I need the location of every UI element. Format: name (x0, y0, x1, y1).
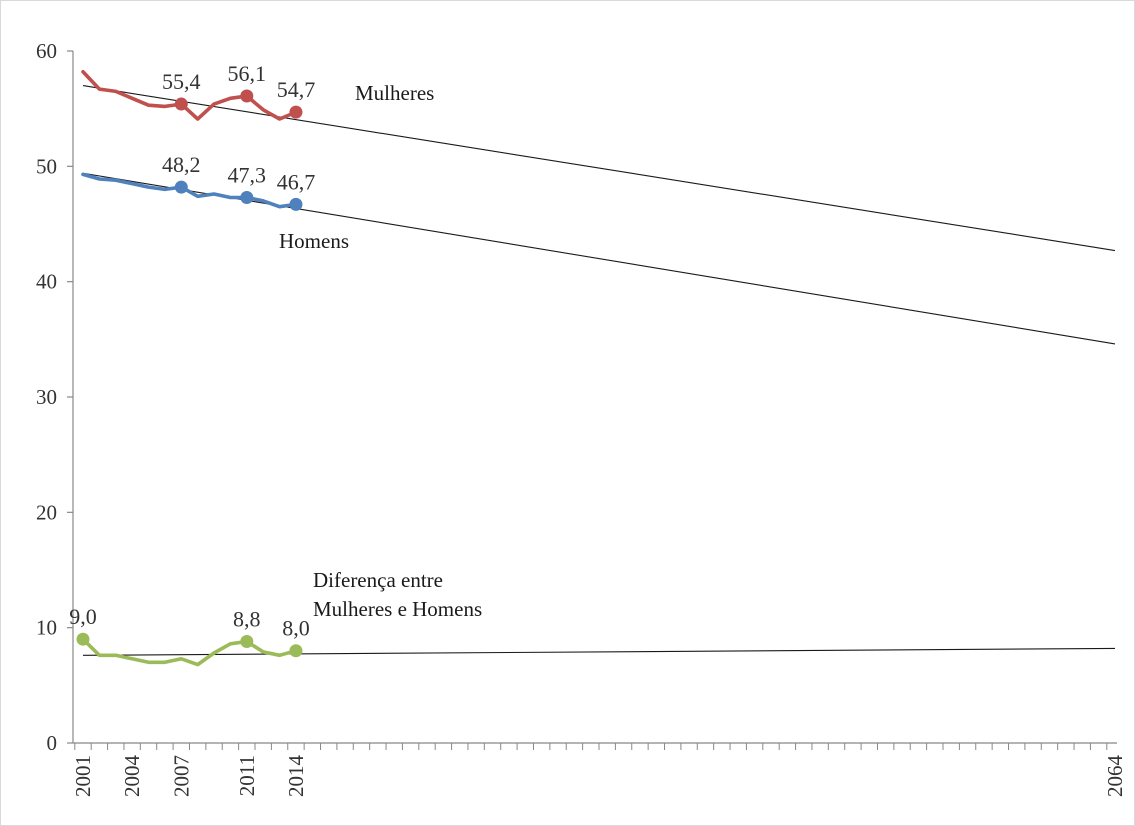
data-point (289, 197, 303, 211)
y-tick-label: 50 (36, 154, 57, 178)
data-label: 9,0 (69, 604, 97, 629)
y-tick-label: 10 (36, 616, 57, 640)
x-tick-label: 2014 (284, 755, 308, 798)
x-tick-label: 2004 (120, 755, 144, 798)
series-line (81, 172, 298, 209)
x-tick-label: 2064 (1103, 755, 1127, 798)
data-label: 54,7 (277, 77, 316, 102)
x-tick-label: 2007 (169, 755, 193, 797)
trend-line (82, 647, 1116, 656)
data-point (289, 644, 303, 658)
trend-line (82, 172, 1116, 345)
data-label: 56,1 (228, 61, 267, 86)
data-label: 48,2 (162, 152, 201, 177)
data-point (76, 632, 90, 646)
series-label: Mulheres e Homens (313, 597, 482, 621)
series-lines (76, 70, 303, 667)
data-point (174, 97, 188, 111)
y-tick-label: 0 (47, 731, 58, 755)
data-label: 47,3 (228, 162, 267, 187)
y-tick-label: 60 (36, 39, 57, 63)
data-label: 8,8 (233, 607, 261, 632)
series-line (81, 70, 298, 121)
x-tick-label: 2001 (71, 755, 95, 797)
x-tick-label: 2011 (235, 755, 259, 796)
data-point (289, 105, 303, 119)
series-line (81, 637, 298, 667)
data-point (240, 89, 254, 103)
trend-lines (82, 85, 1116, 656)
data-label: 55,4 (162, 69, 201, 94)
data-point (240, 190, 254, 204)
data-point (174, 180, 188, 194)
trend-line (82, 85, 1116, 252)
chart-labels: 55,4 56,154,748,2 47,3 46,79,0 8,8 8,0Mulhere… (69, 61, 482, 641)
axes: 0 10 20 30 40 50 60 2001 2004 2007 2011 2014 2064 (36, 39, 1127, 797)
data-label: 46,7 (277, 169, 316, 194)
series-label: Mulheres (355, 81, 434, 105)
y-tick-label: 20 (36, 500, 57, 524)
series-label: Homens (279, 229, 349, 253)
data-label: 8,0 (282, 616, 310, 641)
data-point (240, 635, 254, 649)
y-tick-label: 30 (36, 385, 57, 409)
series-label: Diferença entre (313, 568, 443, 592)
y-tick-label: 40 (36, 270, 57, 294)
